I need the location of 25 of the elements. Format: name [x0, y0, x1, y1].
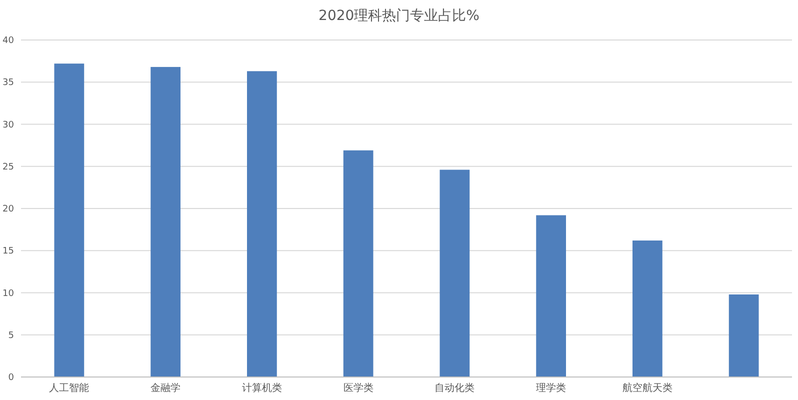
- x-tick-label: 金融学: [150, 382, 181, 394]
- y-tick-label: 25: [2, 162, 14, 172]
- y-tick-label: 15: [2, 246, 14, 257]
- y-tick-label: 20: [2, 204, 14, 214]
- x-tick-label: 医学类: [343, 382, 374, 394]
- y-tick-label: 30: [2, 120, 14, 130]
- bar: [247, 71, 277, 377]
- bar: [54, 64, 84, 377]
- x-tick-label: 理学类: [536, 382, 566, 394]
- x-tick-label: 自动化类: [434, 382, 475, 394]
- chart-title: 2020理科热门专业占比%: [318, 8, 480, 24]
- x-tick-label: 航空航天类: [622, 382, 672, 394]
- bar: [728, 294, 759, 377]
- bar: [632, 240, 662, 377]
- y-tick-label: 40: [2, 36, 14, 46]
- bar: [536, 215, 566, 377]
- x-tick-label: 计算机类: [242, 382, 282, 394]
- x-tick-label: 人工智能: [49, 382, 90, 394]
- y-tick-label: 0: [8, 373, 14, 383]
- y-tick-label: 10: [2, 288, 14, 299]
- y-tick-label: 35: [2, 78, 14, 88]
- bar: [440, 170, 470, 377]
- bar: [150, 66, 180, 377]
- y-tick-label: 5: [8, 330, 14, 341]
- bar: [343, 150, 374, 377]
